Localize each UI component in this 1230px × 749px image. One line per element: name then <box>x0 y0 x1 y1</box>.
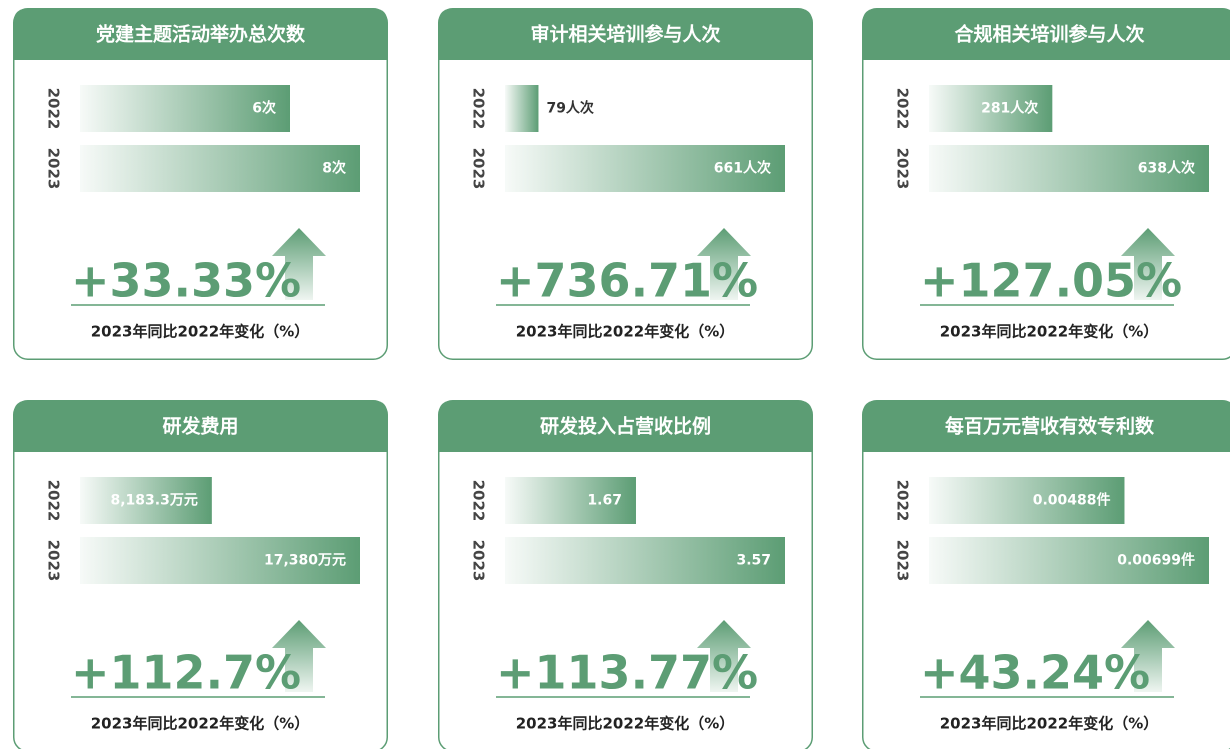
change-value: +127.05% <box>920 254 1182 308</box>
value-label: 8,183.3万元 <box>110 493 197 509</box>
card-title: 研发费用 <box>162 415 238 438</box>
up-arrow <box>1121 228 1175 300</box>
value-label: 6次 <box>252 100 276 117</box>
year-label: 2023 <box>470 148 488 190</box>
change-value: +113.77% <box>496 646 758 700</box>
card-header <box>13 400 388 452</box>
card-title: 每百万元营收有效专利数 <box>945 415 1155 438</box>
value-label: 79人次 <box>546 100 593 117</box>
bar <box>929 537 1209 584</box>
bar <box>505 537 785 584</box>
bar <box>929 477 1125 524</box>
up-arrow <box>697 228 751 300</box>
value-label: 17,380万元 <box>264 553 346 569</box>
year-label: 2023 <box>45 540 63 582</box>
bar <box>929 145 1209 192</box>
year-label: 2023 <box>45 148 63 190</box>
card-header <box>438 400 813 452</box>
card-header <box>13 8 388 60</box>
change-value: +43.24% <box>920 646 1150 700</box>
year-label: 2023 <box>894 540 912 582</box>
card: 党建主题活动举办总次数 2022 6次 2023 8次 +33.33% 2023年同比202… <box>13 8 388 360</box>
year-label: 2022 <box>894 480 912 522</box>
caption: 2023年同比2022年变化（%） <box>940 323 1159 341</box>
card: 研发费用 2022 8,183.3万元 2023 17,380万元 +112.7% 2023… <box>13 400 388 749</box>
value-label: 8次 <box>322 160 346 177</box>
caption: 2023年同比2022年变化（%） <box>516 715 735 733</box>
year-label: 2022 <box>470 480 488 522</box>
card-title: 审计相关培训参与人次 <box>530 23 720 46</box>
bar <box>505 477 636 524</box>
card-title: 研发投入占营收比例 <box>540 415 711 438</box>
card-header <box>862 8 1230 60</box>
change-value: +736.71% <box>496 254 758 308</box>
up-arrow <box>1121 620 1175 692</box>
card-title: 党建主题活动举办总次数 <box>96 23 306 46</box>
value-label: 0.00488件 <box>1033 492 1111 509</box>
year-label: 2022 <box>45 88 63 130</box>
value-label: 661人次 <box>714 160 771 177</box>
caption: 2023年同比2022年变化（%） <box>91 715 310 733</box>
bar <box>80 477 212 524</box>
value-label: 281人次 <box>981 100 1038 117</box>
bar <box>505 145 785 192</box>
caption: 2023年同比2022年变化（%） <box>91 323 310 341</box>
card-header <box>862 400 1230 452</box>
bar <box>80 85 290 132</box>
caption: 2023年同比2022年变化（%） <box>940 715 1159 733</box>
bar <box>80 537 360 584</box>
bar <box>929 85 1053 132</box>
year-label: 2022 <box>45 480 63 522</box>
up-arrow <box>272 620 326 692</box>
card-header <box>438 8 813 60</box>
up-arrow <box>272 228 326 300</box>
card: 每百万元营收有效专利数 2022 0.00488件 2023 0.00699件 +43.2… <box>862 400 1230 749</box>
bar <box>80 145 360 192</box>
year-label: 2023 <box>894 148 912 190</box>
change-value: +112.7% <box>71 646 301 700</box>
year-label: 2022 <box>894 88 912 130</box>
value-label: 3.57 <box>736 553 771 569</box>
card: 审计相关培训参与人次 2022 79人次 2023 661人次 +736.71% 2023年… <box>438 8 813 360</box>
year-label: 2023 <box>470 540 488 582</box>
card-title: 合规相关培训参与人次 <box>954 23 1144 46</box>
year-label: 2022 <box>470 88 488 130</box>
up-arrow <box>697 620 751 692</box>
value-label: 0.00699件 <box>1117 552 1195 569</box>
bar <box>505 85 539 132</box>
card: 合规相关培训参与人次 2022 281人次 2023 638人次 +127.05% 2023… <box>862 8 1230 360</box>
caption: 2023年同比2022年变化（%） <box>516 323 735 341</box>
value-label: 1.67 <box>587 493 622 509</box>
card: 研发投入占营收比例 2022 1.67 2023 3.57 +113.77% 2023年同比… <box>438 400 813 749</box>
change-value: +33.33% <box>71 254 301 308</box>
value-label: 638人次 <box>1138 160 1195 177</box>
